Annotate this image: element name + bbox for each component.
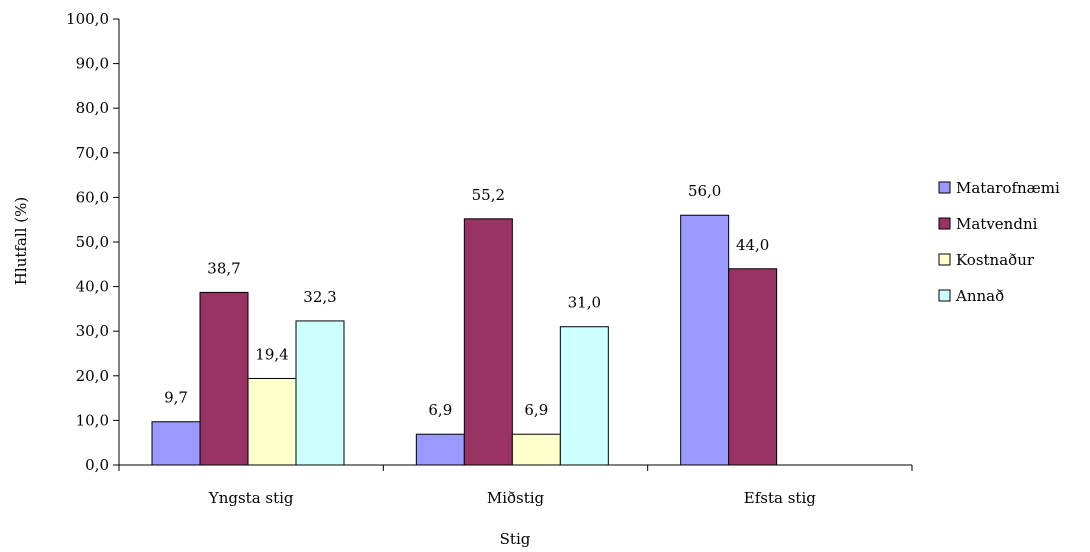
y-tick-label: 40,0 [76, 278, 109, 296]
data-label: 6,9 [428, 401, 452, 419]
bar [199, 291, 249, 466]
data-label: 9,7 [164, 389, 188, 407]
legend-label: Matarofnæmi [956, 179, 1060, 197]
y-tick-label: 10,0 [76, 411, 109, 429]
y-tick-label: 50,0 [76, 233, 109, 251]
data-label: 19,4 [255, 345, 288, 363]
bar [559, 326, 609, 466]
x-tick-label: Miðstig [487, 489, 545, 507]
legend-swatch [938, 253, 951, 266]
legend-label: Kostnaður [956, 251, 1035, 269]
legend-swatch [938, 217, 951, 230]
y-tick-label: 0,0 [85, 456, 109, 474]
data-label: 31,0 [568, 294, 601, 312]
legend-swatch [938, 289, 951, 302]
x-axis-title: Stig [500, 530, 531, 548]
y-tick-label: 100,0 [66, 10, 109, 28]
x-tick-label: Efsta stig [744, 489, 816, 507]
bars [151, 214, 778, 466]
y-axis-title: Hlutfall (%) [12, 197, 30, 285]
data-label: 44,0 [736, 236, 769, 254]
bar [463, 218, 513, 466]
data-label: 55,2 [472, 186, 505, 204]
y-tick-label: 20,0 [76, 367, 109, 385]
bar [295, 320, 345, 466]
x-axis: Yngsta stig Miðstig Efsta stig [118, 464, 913, 507]
data-label: 6,9 [524, 401, 548, 419]
bar [247, 377, 297, 466]
bar [680, 214, 730, 466]
data-label: 56,0 [688, 182, 721, 200]
y-tick-label: 60,0 [76, 188, 109, 206]
y-axis: 0,0 10,0 20,0 30,0 40,0 50,0 60,0 70,0 80,0 90,0 1… [66, 10, 120, 474]
bar [415, 433, 465, 466]
legend-swatch [938, 181, 951, 194]
y-tick-label: 80,0 [76, 99, 109, 117]
bar [728, 268, 778, 466]
bar [151, 421, 201, 466]
legend-label: Annað [955, 287, 1004, 305]
y-tick-label: 90,0 [76, 55, 109, 73]
legend-label: Matvendni [956, 215, 1038, 233]
data-label: 32,3 [303, 288, 336, 306]
data-labels: 9,7 6,9 56,0 38,7 55,2 44,0 19,4 6,9 32,3 31,0 [164, 182, 769, 419]
x-tick-label: Yngsta stig [208, 489, 294, 507]
legend: Matarofnæmi Matvendni Kostnaður Annað [938, 179, 1060, 305]
y-tick-label: 70,0 [76, 144, 109, 162]
data-label: 38,7 [207, 259, 240, 277]
y-tick-label: 30,0 [76, 322, 109, 340]
bar [511, 433, 561, 466]
